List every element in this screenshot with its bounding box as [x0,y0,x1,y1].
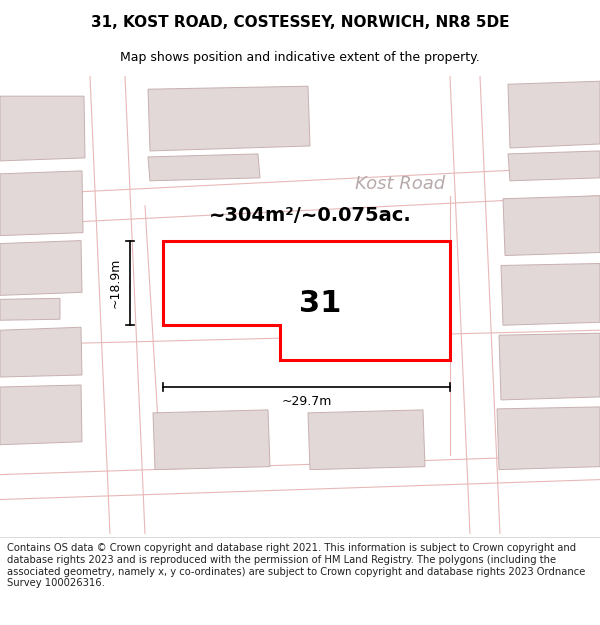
Polygon shape [503,196,600,256]
Text: 31, KOST ROAD, COSTESSEY, NORWICH, NR8 5DE: 31, KOST ROAD, COSTESSEY, NORWICH, NR8 5… [91,16,509,31]
Polygon shape [0,328,82,377]
Polygon shape [0,171,83,236]
Polygon shape [501,264,600,325]
Polygon shape [0,385,82,445]
Text: ~29.7m: ~29.7m [281,395,332,408]
Text: 31: 31 [299,289,341,318]
Polygon shape [0,241,82,296]
Polygon shape [508,151,600,181]
Text: Kost Road: Kost Road [355,175,445,192]
Polygon shape [497,407,600,469]
Polygon shape [148,154,260,181]
Text: Contains OS data © Crown copyright and database right 2021. This information is : Contains OS data © Crown copyright and d… [7,543,586,588]
Polygon shape [163,241,450,360]
Polygon shape [508,81,600,148]
Polygon shape [148,86,310,151]
Text: Map shows position and indicative extent of the property.: Map shows position and indicative extent… [120,51,480,64]
Text: ~18.9m: ~18.9m [109,258,122,308]
Polygon shape [499,333,600,400]
Polygon shape [153,410,270,469]
Polygon shape [0,298,60,320]
Text: ~304m²/~0.075ac.: ~304m²/~0.075ac. [209,206,412,225]
Polygon shape [0,96,85,161]
Polygon shape [308,410,425,469]
